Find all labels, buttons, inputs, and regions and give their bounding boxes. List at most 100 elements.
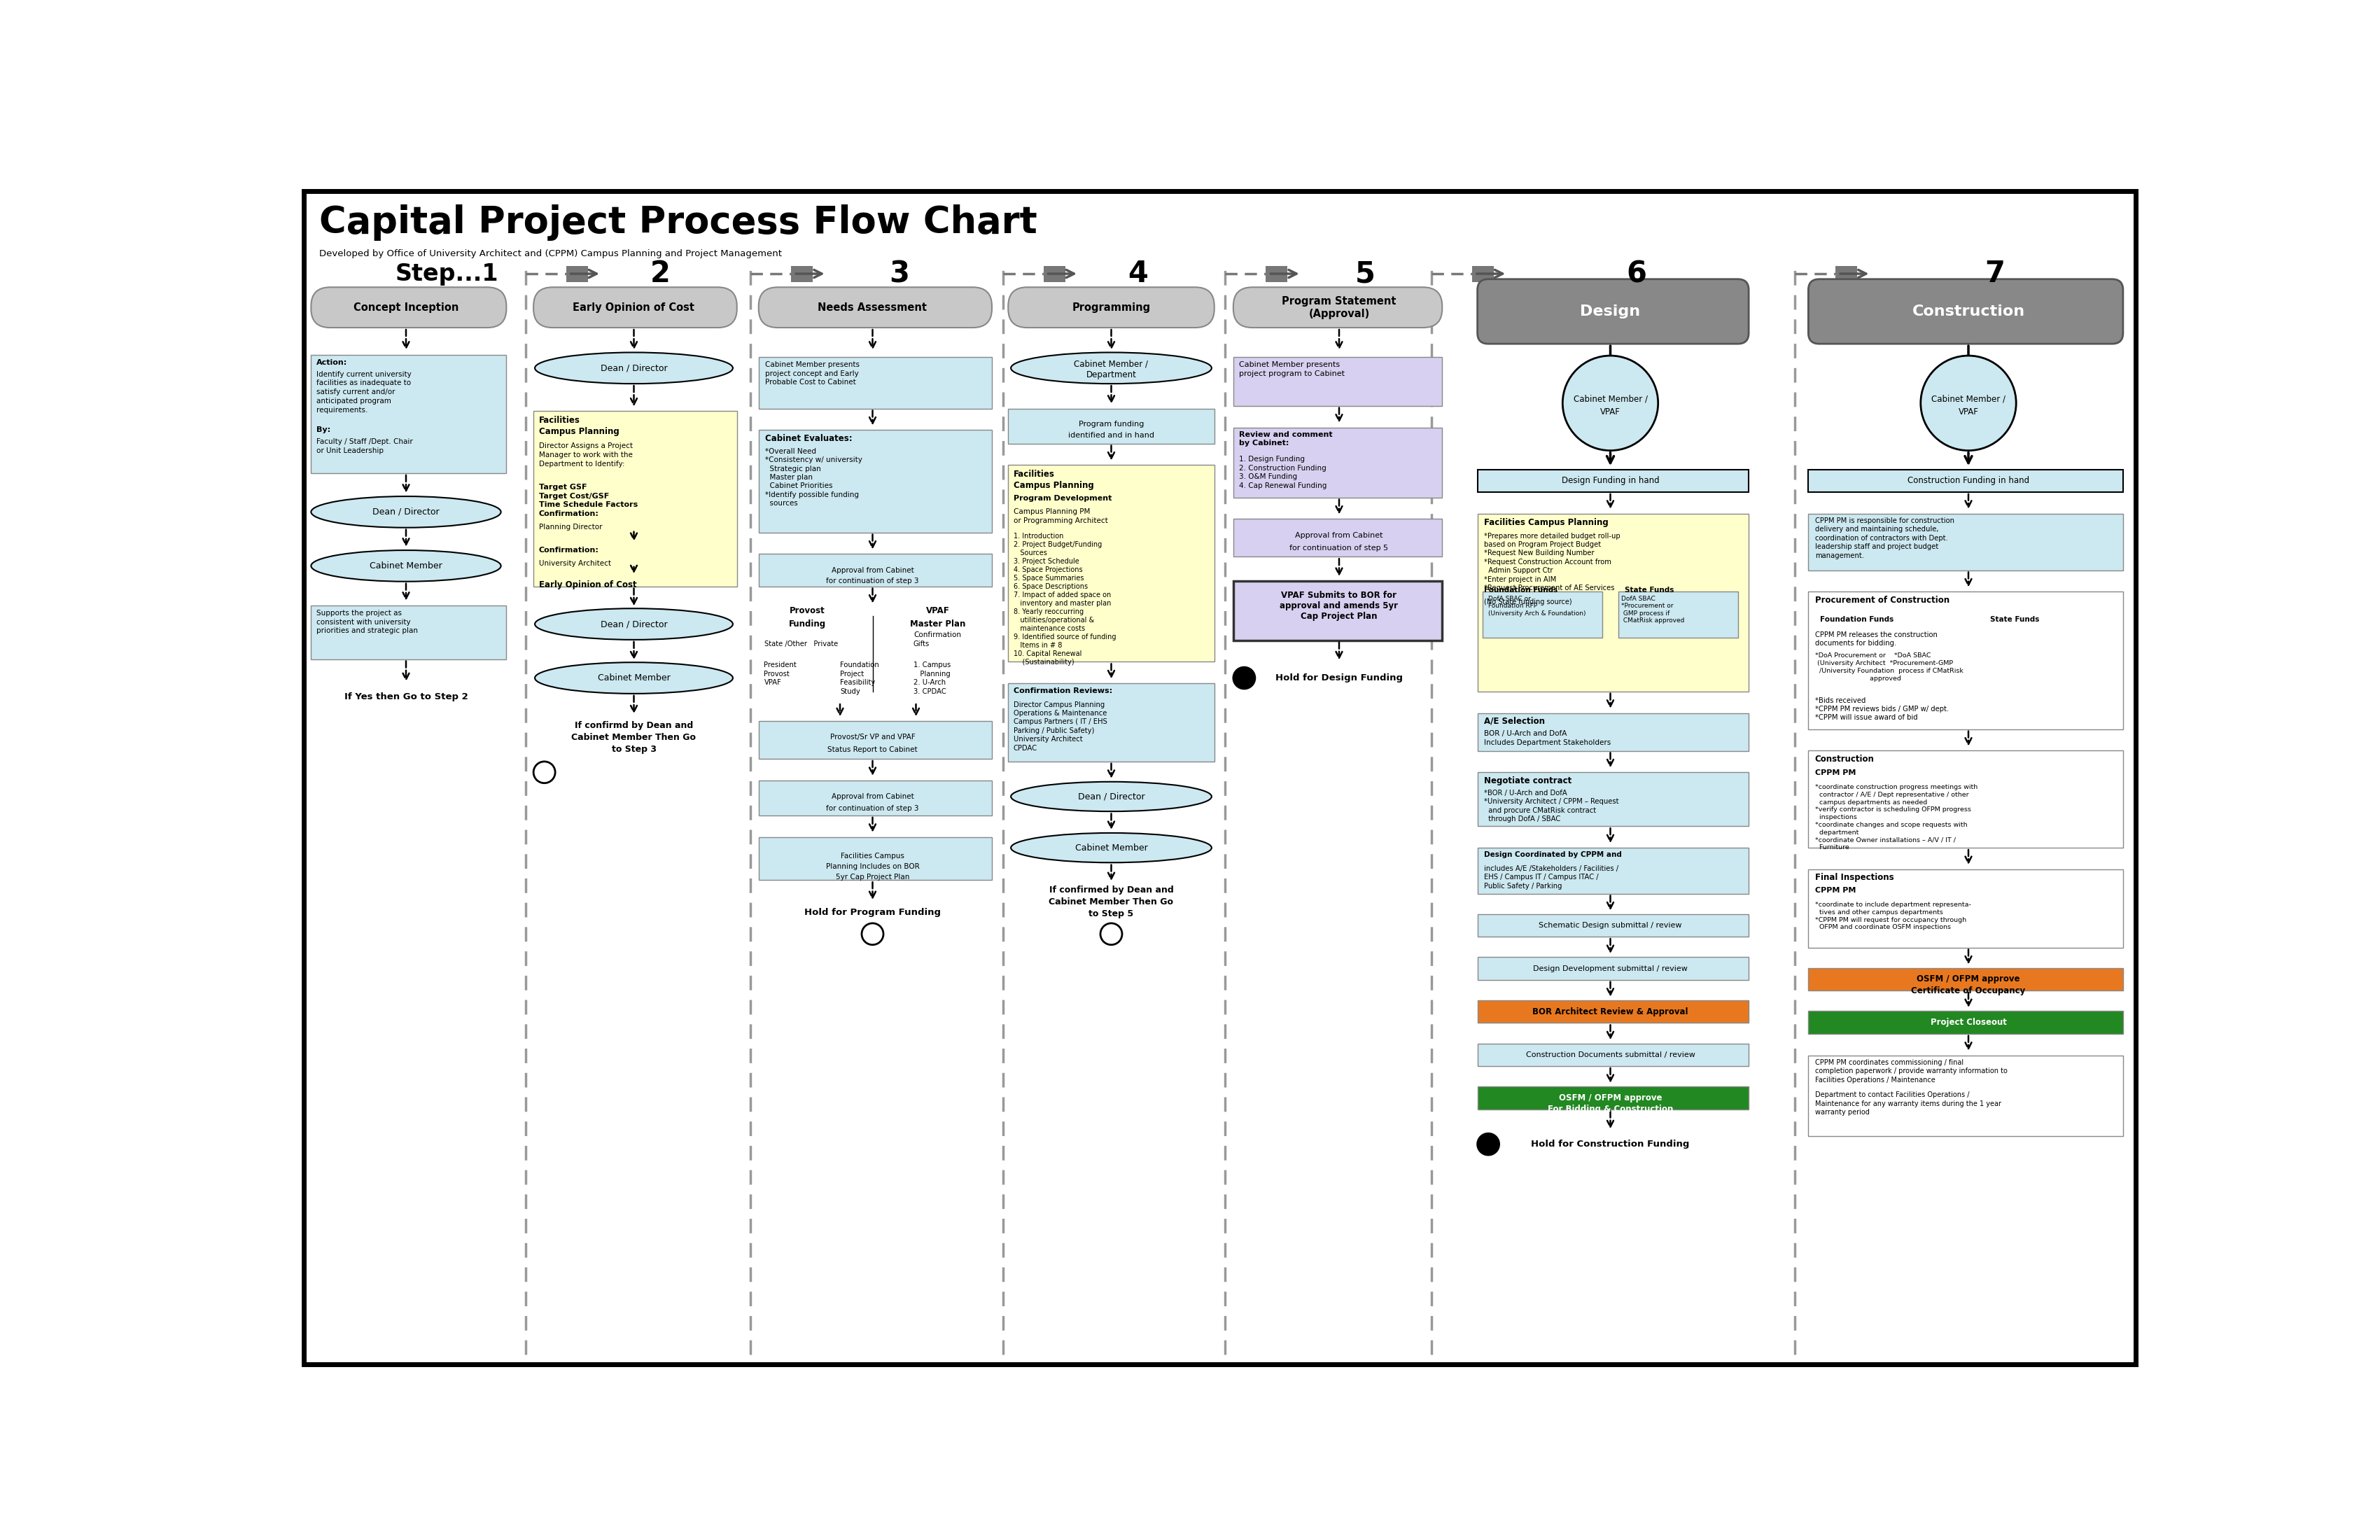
Ellipse shape (312, 496, 500, 528)
Bar (1233, 519, 1442, 556)
Text: Concept Inception: Concept Inception (352, 302, 459, 313)
Text: Design Funding in hand: Design Funding in hand (1561, 476, 1659, 485)
Text: 1. Campus
   Planning
2. U-Arch
3. CPDAC: 1. Campus Planning 2. U-Arch 3. CPDAC (914, 662, 950, 695)
Text: Construction: Construction (1911, 305, 2025, 319)
Bar (1478, 470, 1749, 491)
Bar (1471, 265, 1495, 282)
Bar (1809, 1012, 2123, 1033)
Text: Identify current university
facilities as inadequate to
satisfy current and/or
a: Identify current university facilities a… (317, 371, 412, 414)
Text: VPAF Submits to BOR for
approval and amends 5yr
Cap Project Plan: VPAF Submits to BOR for approval and ame… (1280, 591, 1397, 621)
Text: includes A/E /Stakeholders / Facilities /
EHS / Campus IT / Campus ITAC /
Public: includes A/E /Stakeholders / Facilities … (1485, 865, 1618, 890)
Text: *Overall Need
*Consistency w/ university
  Strategic plan
  Master plan
  Cabine: *Overall Need *Consistency w/ university… (764, 448, 862, 507)
Text: Cabinet Member /: Cabinet Member / (1073, 359, 1147, 368)
Text: 7: 7 (1985, 259, 2004, 288)
Bar (1618, 591, 1737, 638)
Text: Confirmation: Confirmation (914, 631, 962, 639)
Ellipse shape (1011, 782, 1211, 812)
FancyBboxPatch shape (312, 286, 507, 328)
Circle shape (1100, 924, 1121, 946)
Text: CPPM PM: CPPM PM (1816, 887, 1856, 895)
Text: Developed by Office of University Architect and (CPPM) Campus Planning and Proje: Developed by Office of University Archit… (319, 249, 783, 259)
Text: *BOR / U-Arch and DofA
*University Architect / CPPM – Request
  and procure CMat: *BOR / U-Arch and DofA *University Archi… (1485, 790, 1618, 822)
Text: 1. Introduction
2. Project Budget/Funding
   Sources
3. Project Schedule
4. Spac: 1. Introduction 2. Project Budget/Fundin… (1014, 533, 1116, 665)
Bar (1009, 684, 1214, 762)
Bar (1009, 408, 1214, 444)
Bar (1478, 847, 1749, 893)
Text: Final Inspections: Final Inspections (1816, 873, 1894, 882)
Bar (312, 605, 507, 659)
Bar (533, 411, 738, 587)
Text: If confirmd by Dean and
Cabinet Member Then Go
to Step 3: If confirmd by Dean and Cabinet Member T… (571, 721, 695, 753)
Text: If confirmed by Dean and
Cabinet Member Then Go
to Step 5: If confirmed by Dean and Cabinet Member … (1050, 886, 1173, 918)
Text: Cabinet Member presents
project concept and Early
Probable Cost to Cabinet: Cabinet Member presents project concept … (764, 360, 859, 387)
Text: Planning Includes on BOR: Planning Includes on BOR (826, 862, 919, 870)
Bar (1809, 969, 2123, 990)
Ellipse shape (536, 608, 733, 639)
Text: Procurement of Construction: Procurement of Construction (1816, 596, 1949, 605)
Text: Approval from Cabinet: Approval from Cabinet (1295, 533, 1383, 539)
Text: Director Assigns a Project
Manager to work with the
Department to Identify:: Director Assigns a Project Manager to wo… (538, 442, 633, 467)
Text: Confirmation Reviews:: Confirmation Reviews: (1014, 687, 1111, 695)
Text: If Yes then Go to Step 2: If Yes then Go to Step 2 (345, 693, 469, 701)
Bar (759, 721, 992, 759)
Text: Dean / Director: Dean / Director (600, 619, 666, 628)
Text: Cabinet Member /: Cabinet Member / (1930, 394, 2006, 403)
Text: 5yr Cap Project Plan: 5yr Cap Project Plan (835, 873, 909, 881)
Text: Cabinet Member: Cabinet Member (1076, 844, 1147, 852)
Bar (759, 781, 992, 816)
Circle shape (1233, 667, 1254, 688)
Bar (1809, 1055, 2123, 1137)
Text: VPAF: VPAF (1599, 408, 1621, 417)
FancyBboxPatch shape (533, 286, 738, 328)
Bar (1809, 470, 2123, 491)
Text: Facilities
Campus Planning: Facilities Campus Planning (1014, 470, 1095, 490)
Text: Approval from Cabinet: Approval from Cabinet (831, 793, 914, 801)
Text: 5: 5 (1354, 259, 1376, 288)
Text: Hold for Program Funding: Hold for Program Funding (804, 909, 940, 916)
Bar (1478, 514, 1749, 691)
Text: 2: 2 (650, 259, 671, 288)
Text: State Funds: State Funds (1626, 587, 1673, 593)
Text: Facilities Campus: Facilities Campus (840, 852, 904, 859)
Text: Certificate of Occupancy: Certificate of Occupancy (1911, 986, 2025, 995)
Text: A/E Selection: A/E Selection (1485, 716, 1545, 725)
Text: Review and comment
by Cabinet:: Review and comment by Cabinet: (1238, 431, 1333, 447)
Text: Construction: Construction (1816, 755, 1875, 764)
Text: Construction Documents submittal / review: Construction Documents submittal / revie… (1526, 1052, 1695, 1058)
Text: 4: 4 (1128, 259, 1147, 288)
Bar (1233, 427, 1442, 497)
Text: Facilities Campus Planning: Facilities Campus Planning (1485, 517, 1609, 527)
Bar (312, 354, 507, 473)
Text: Confirmation:: Confirmation: (538, 547, 600, 554)
Bar (1478, 915, 1749, 936)
Bar (759, 838, 992, 881)
Text: CPPM PM is responsible for construction
delivery and maintaining schedule,
coord: CPPM PM is responsible for construction … (1816, 517, 1954, 559)
Text: Cabinet Evaluates:: Cabinet Evaluates: (764, 434, 852, 444)
FancyBboxPatch shape (759, 286, 992, 328)
Text: Programming: Programming (1071, 302, 1150, 313)
Text: 1. Design Funding
2. Construction Funding
3. O&M Funding
4. Cap Renewal Funding: 1. Design Funding 2. Construction Fundin… (1238, 456, 1326, 490)
FancyBboxPatch shape (1809, 279, 2123, 343)
Text: President
Provost
VPAF: President Provost VPAF (764, 662, 797, 687)
Bar (1483, 591, 1602, 638)
Text: Provost/Sr VP and VPAF: Provost/Sr VP and VPAF (831, 733, 916, 741)
Circle shape (533, 762, 555, 784)
Text: *DoA Procurement or    *DoA SBAC
 (University Architect  *Procurement-GMP
  /Uni: *DoA Procurement or *DoA SBAC (Universit… (1816, 653, 1963, 682)
Text: CPPM PM coordinates commissioning / final
completion paperwork / provide warrant: CPPM PM coordinates commissioning / fina… (1816, 1060, 2006, 1084)
Bar (759, 554, 992, 587)
Text: Department to contact Facilities Operations /
Maintenance for any warranty items: Department to contact Facilities Operati… (1816, 1092, 2002, 1116)
Text: Design Development submittal / review: Design Development submittal / review (1533, 966, 1687, 972)
FancyBboxPatch shape (1478, 279, 1749, 343)
Text: Program funding: Program funding (1078, 420, 1145, 428)
Text: Provost: Provost (790, 607, 826, 614)
Text: Early Opinion of Cost: Early Opinion of Cost (574, 302, 695, 313)
Circle shape (1478, 1133, 1499, 1155)
Text: Hold for Design Funding: Hold for Design Funding (1276, 673, 1402, 682)
Text: Target GSF
Target Cost/GSF
Time Schedule Factors: Target GSF Target Cost/GSF Time Schedule… (538, 484, 638, 508)
Text: Gifts: Gifts (914, 641, 931, 647)
Text: Cabinet Member: Cabinet Member (597, 673, 671, 682)
Text: *Prepares more detailed budget roll-up
based on Program Project Budget
*Request : *Prepares more detailed budget roll-up b… (1485, 533, 1621, 591)
Ellipse shape (536, 662, 733, 693)
Bar (1809, 869, 2123, 947)
Text: Campus Planning PM
or Programming Architect: Campus Planning PM or Programming Archit… (1014, 508, 1109, 524)
